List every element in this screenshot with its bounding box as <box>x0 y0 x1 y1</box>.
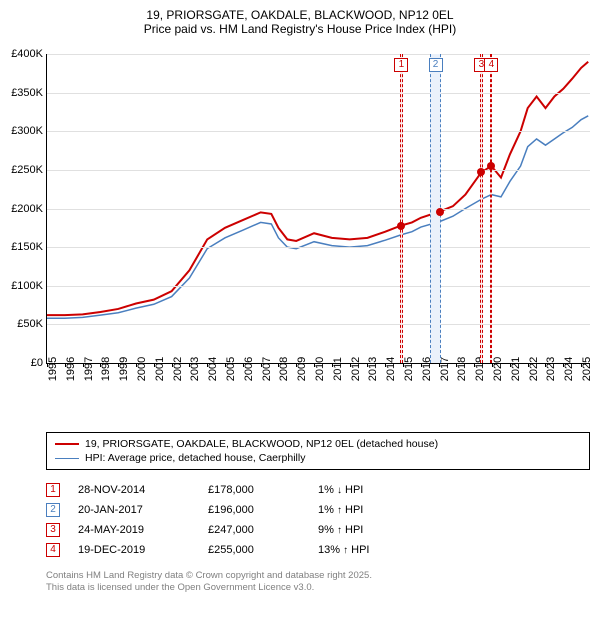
sale-row: 2 20-JAN-2017£196,0001% ↑ HPI <box>46 500 590 520</box>
series-line-property <box>47 62 588 315</box>
sale-badge: 4 <box>46 543 60 557</box>
x-axis-label: 2005 <box>225 357 237 381</box>
legend-swatch <box>55 458 79 459</box>
gridline <box>47 54 590 55</box>
legend: 19, PRIORSGATE, OAKDALE, BLACKWOOD, NP12… <box>46 432 590 470</box>
x-axis-label: 2012 <box>350 357 362 381</box>
x-axis-label: 2021 <box>510 357 522 381</box>
gridline <box>47 131 590 132</box>
sale-date: 19-DEC-2019 <box>78 544 208 556</box>
x-axis-label: 2002 <box>172 357 184 381</box>
legend-label: HPI: Average price, detached house, Caer… <box>85 452 305 464</box>
y-axis-label: £300K <box>11 125 43 137</box>
x-axis-label: 2007 <box>261 357 273 381</box>
x-axis-label: 2006 <box>243 357 255 381</box>
sale-row: 1 28-NOV-2014£178,0001% ↓ HPI <box>46 480 590 500</box>
x-axis-label: 2004 <box>207 357 219 381</box>
sale-marker <box>397 222 405 230</box>
legend-item: 19, PRIORSGATE, OAKDALE, BLACKWOOD, NP12… <box>55 437 581 451</box>
x-axis-label: 2001 <box>154 357 166 381</box>
x-axis-label: 2018 <box>456 357 468 381</box>
y-axis-label: £100K <box>11 280 43 292</box>
gridline <box>47 324 590 325</box>
sale-band-label: 1 <box>394 58 408 72</box>
chart-title-block: 19, PRIORSGATE, OAKDALE, BLACKWOOD, NP12… <box>0 0 600 40</box>
sale-row: 4 19-DEC-2019£255,00013% ↑ HPI <box>46 540 590 560</box>
y-axis-label: £250K <box>11 164 43 176</box>
sale-date: 20-JAN-2017 <box>78 504 208 516</box>
x-axis-label: 2023 <box>545 357 557 381</box>
sale-price: £247,000 <box>208 524 318 536</box>
x-axis-label: 1997 <box>83 357 95 381</box>
sale-marker <box>487 162 495 170</box>
sale-row: 3 24-MAY-2019£247,0009% ↑ HPI <box>46 520 590 540</box>
x-axis-label: 1995 <box>47 357 59 381</box>
sale-diff: 1% ↑ HPI <box>318 504 408 516</box>
gridline <box>47 247 590 248</box>
y-axis-label: £0 <box>31 357 43 369</box>
sale-diff: 9% ↑ HPI <box>318 524 408 536</box>
sale-date: 28-NOV-2014 <box>78 484 208 496</box>
gridline <box>47 170 590 171</box>
sale-badge: 3 <box>46 523 60 537</box>
sale-price: £178,000 <box>208 484 318 496</box>
gridline <box>47 209 590 210</box>
title-subtitle: Price paid vs. HM Land Registry's House … <box>10 22 590 36</box>
x-axis-label: 2008 <box>278 357 290 381</box>
sale-date: 24-MAY-2019 <box>78 524 208 536</box>
footer-line2: This data is licensed under the Open Gov… <box>46 582 590 594</box>
series-line-hpi <box>47 116 588 318</box>
footer-line1: Contains HM Land Registry data © Crown c… <box>46 570 590 582</box>
sale-band-label: 2 <box>429 58 443 72</box>
x-axis-label: 2003 <box>189 357 201 381</box>
y-axis-label: £400K <box>11 48 43 60</box>
x-axis-label: 2011 <box>332 357 344 381</box>
y-axis-label: £50K <box>17 318 43 330</box>
footer-attribution: Contains HM Land Registry data © Crown c… <box>46 570 590 595</box>
sale-badge: 1 <box>46 483 60 497</box>
x-axis-label: 2022 <box>528 357 540 381</box>
legend-label: 19, PRIORSGATE, OAKDALE, BLACKWOOD, NP12… <box>85 438 438 450</box>
x-axis-label: 2025 <box>581 357 593 381</box>
x-axis-label: 2013 <box>367 357 379 381</box>
x-axis-label: 2020 <box>492 357 504 381</box>
x-axis-label: 1999 <box>118 357 130 381</box>
sale-band-label: 4 <box>484 58 498 72</box>
sale-band <box>400 54 402 363</box>
sale-diff: 13% ↑ HPI <box>318 544 408 556</box>
sale-band <box>480 54 482 363</box>
sale-badge: 2 <box>46 503 60 517</box>
x-axis-label: 2009 <box>296 357 308 381</box>
sale-band <box>490 54 492 363</box>
x-axis-label: 1998 <box>100 357 112 381</box>
legend-item: HPI: Average price, detached house, Caer… <box>55 451 581 465</box>
y-axis-label: £150K <box>11 241 43 253</box>
y-axis-label: £200K <box>11 203 43 215</box>
sale-marker <box>436 208 444 216</box>
x-axis-label: 2010 <box>314 357 326 381</box>
legend-swatch <box>55 443 79 445</box>
x-axis-label: 2014 <box>385 357 397 381</box>
gridline <box>47 286 590 287</box>
x-axis-label: 2015 <box>403 357 415 381</box>
x-axis-label: 2000 <box>136 357 148 381</box>
plot-region: £0£50K£100K£150K£200K£250K£300K£350K£400… <box>46 54 590 364</box>
sales-table: 1 28-NOV-2014£178,0001% ↓ HPI 2 20-JAN-2017… <box>46 480 590 560</box>
x-axis-label: 2024 <box>563 357 575 381</box>
sale-marker <box>477 168 485 176</box>
sale-price: £196,000 <box>208 504 318 516</box>
title-address: 19, PRIORSGATE, OAKDALE, BLACKWOOD, NP12… <box>10 8 590 22</box>
gridline <box>47 93 590 94</box>
chart-area: £0£50K£100K£150K£200K£250K£300K£350K£400… <box>46 44 590 384</box>
y-axis-label: £350K <box>11 87 43 99</box>
x-axis-label: 1996 <box>65 357 77 381</box>
sale-diff: 1% ↓ HPI <box>318 484 408 496</box>
sale-price: £255,000 <box>208 544 318 556</box>
